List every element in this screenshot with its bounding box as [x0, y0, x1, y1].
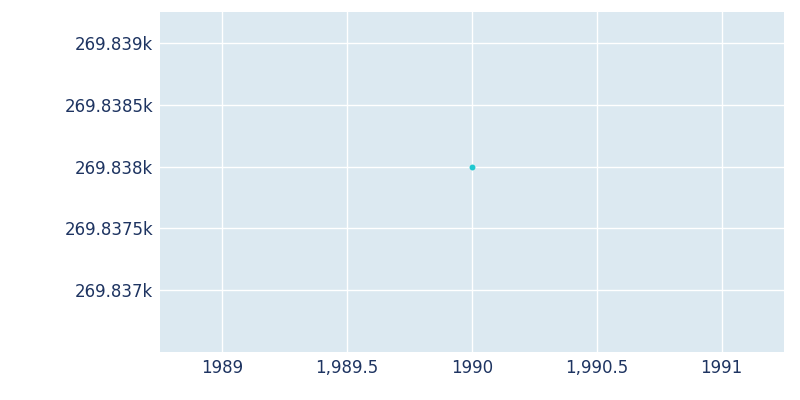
Point [466, 163, 478, 170]
